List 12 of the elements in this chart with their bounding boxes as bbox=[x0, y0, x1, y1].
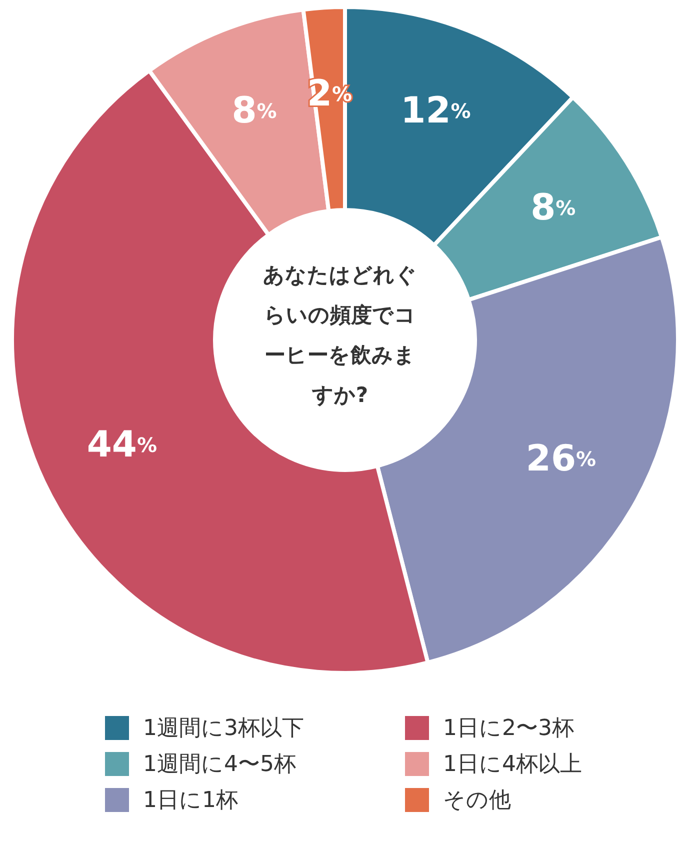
data-label: 12% bbox=[400, 90, 471, 132]
legend-label: 1週間に3杯以下 bbox=[143, 715, 304, 743]
legend-label: 1日に4杯以上 bbox=[443, 751, 582, 779]
legend-label: 1日に1杯 bbox=[143, 787, 238, 815]
legend-label: その他 bbox=[443, 787, 511, 815]
data-label: 44% bbox=[86, 424, 158, 466]
data-label: 8% bbox=[232, 90, 277, 132]
data-label: 8% bbox=[530, 187, 576, 228]
legend-label: 1週間に4〜5杯 bbox=[143, 751, 296, 779]
data-label: 26% bbox=[526, 438, 596, 480]
text: あなたはどれぐらいの頻度でコーヒーを飲みますか? bbox=[262, 262, 418, 409]
legend-label: 1日に2〜3杯 bbox=[443, 715, 574, 743]
